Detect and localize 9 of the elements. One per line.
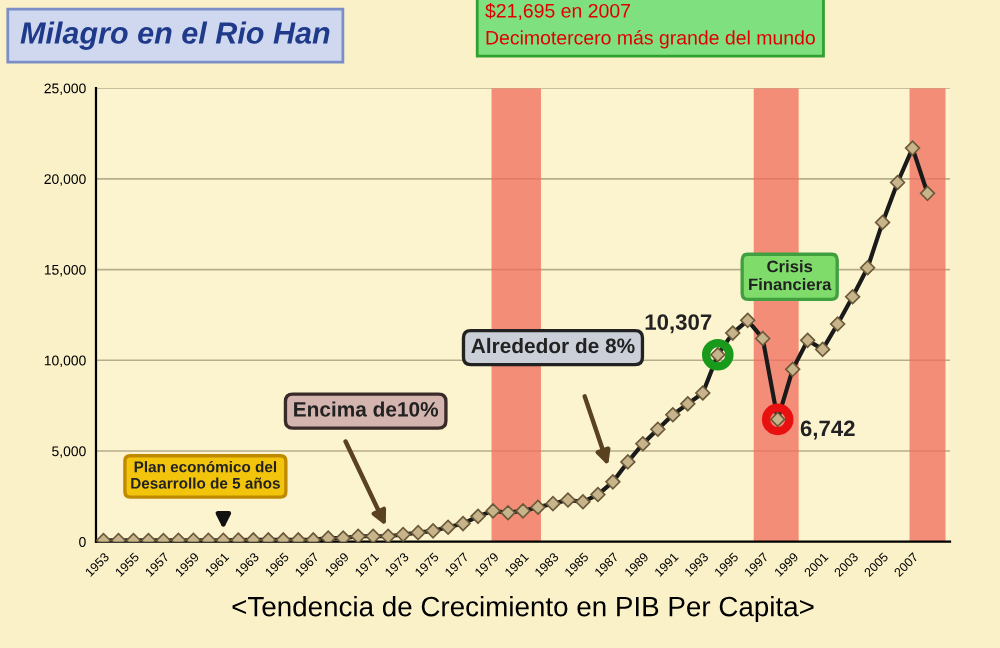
annotation: 6,742 [800, 420, 855, 440]
annotation: 10,307 [645, 314, 712, 334]
annotation: Encima de10% [294, 401, 439, 417]
x-axis-title: <Tendencia de Crecimiento en PIB Per Capita> [232, 596, 814, 622]
text: $21,695 en 2007 [485, 3, 630, 20]
annotation: Crisis Financiera [749, 260, 832, 291]
annotation: Alrededor de 8% [471, 337, 635, 354]
text: Decimotercero más grande del mundo [486, 30, 815, 49]
chart-title: Milagro en el Rio Han [20, 21, 330, 50]
